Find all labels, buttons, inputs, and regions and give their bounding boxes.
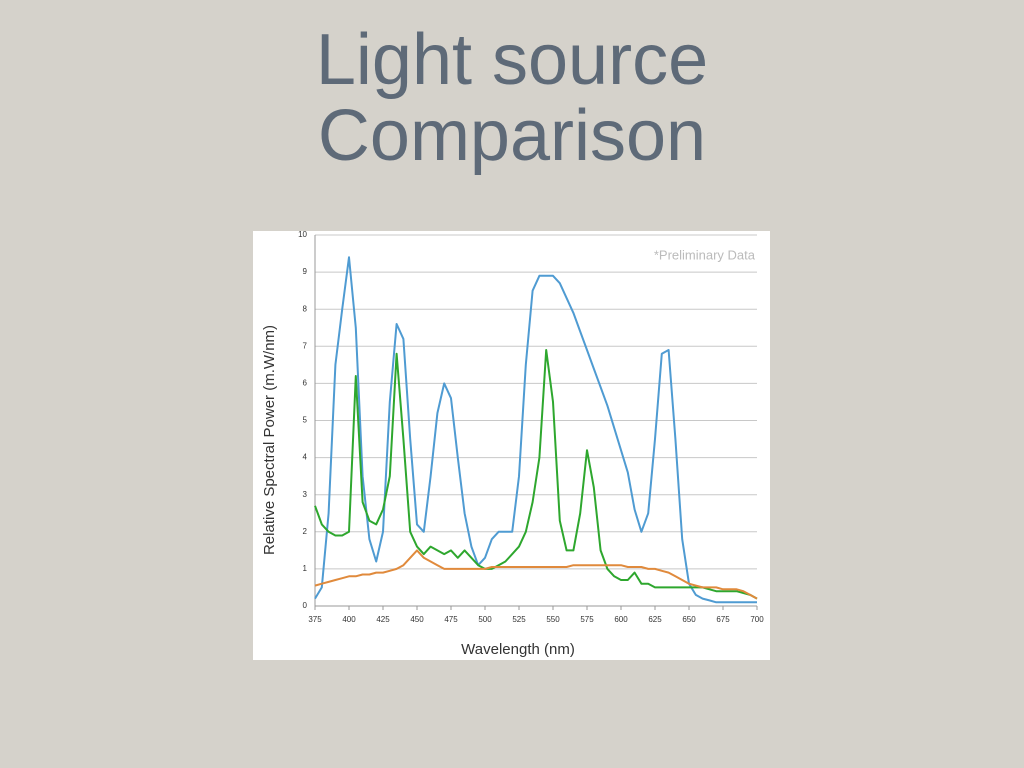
x-tick-label: 600 <box>614 615 628 624</box>
y-tick-label: 7 <box>303 341 308 350</box>
y-tick-label: 0 <box>303 601 308 610</box>
chart: *Preliminary Data Wavelength (nm) Relati… <box>253 231 770 660</box>
y-axis-title: Relative Spectral Power (m.W/nm) <box>261 325 278 555</box>
x-tick-label: 375 <box>308 615 322 624</box>
x-tick-label: 475 <box>444 615 458 624</box>
x-tick-label: 400 <box>342 615 356 624</box>
x-tick-label: 500 <box>478 615 492 624</box>
series-line <box>314 349 758 600</box>
y-tick-label: 10 <box>298 231 307 239</box>
x-tick-label: 675 <box>716 615 730 624</box>
x-axis-title: Wavelength (nm) <box>461 641 575 658</box>
y-tick-label: 4 <box>303 453 308 462</box>
x-tick-label: 625 <box>648 615 662 624</box>
series-line <box>314 549 758 600</box>
y-tick-label: 3 <box>303 490 308 499</box>
annotation: *Preliminary Data <box>654 247 756 262</box>
x-tick-label: 550 <box>546 615 560 624</box>
x-tick-label: 700 <box>750 615 764 624</box>
x-tick-label: 525 <box>512 615 526 624</box>
y-tick-label: 6 <box>303 379 308 388</box>
y-tick-label: 2 <box>303 527 308 536</box>
slide-title: Light source Comparison <box>315 20 709 176</box>
series-line <box>314 256 757 604</box>
x-tick-label: 450 <box>410 615 424 624</box>
y-tick-label: 8 <box>303 304 308 313</box>
x-tick-label: 650 <box>682 615 696 624</box>
y-tick-label: 5 <box>303 416 308 425</box>
y-tick-label: 9 <box>303 267 308 276</box>
x-tick-label: 575 <box>580 615 594 624</box>
y-tick-label: 1 <box>303 564 308 573</box>
x-tick-label: 425 <box>376 615 390 624</box>
